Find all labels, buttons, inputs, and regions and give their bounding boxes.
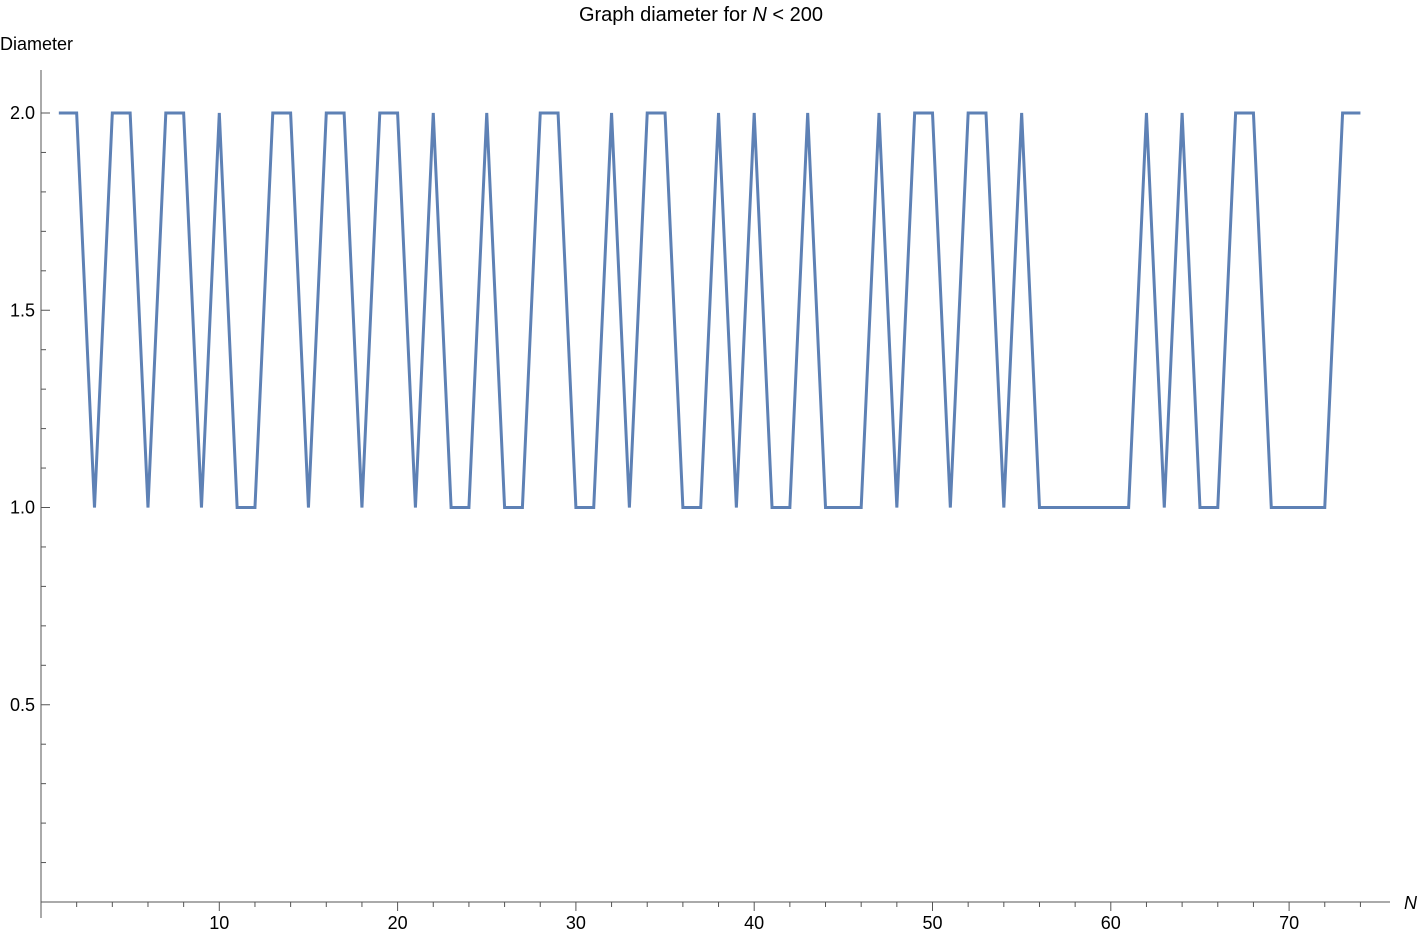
y-axis-title: Diameter [0, 34, 73, 54]
series-line-0 [58, 111, 1361, 509]
x-ticks: 10 20 30 40 50 60 70 [76, 902, 1361, 933]
y-tick-label: 0.5 [10, 695, 35, 715]
x-tick-label: 10 [209, 913, 229, 933]
y-tick-label: 2.0 [10, 103, 35, 123]
chart-title-variable: N [752, 4, 767, 26]
y-ticks: 0.5 1.0 1.5 2.0 [10, 103, 50, 864]
y-tick-label: 1.5 [10, 300, 35, 320]
x-tick-label: 20 [388, 913, 408, 933]
x-axis-title: N [1404, 893, 1418, 913]
x-tick-label: 50 [922, 913, 942, 933]
x-tick-label: 40 [744, 913, 764, 933]
x-tick-label: 60 [1101, 913, 1121, 933]
series-group [58, 111, 1361, 509]
x-tick-label: 70 [1279, 913, 1299, 933]
y-tick-label: 1.0 [10, 498, 35, 518]
x-tick-label: 30 [566, 913, 586, 933]
chart-title-prefix: Graph diameter for [579, 4, 752, 26]
chart-title-suffix: < 200 [767, 4, 823, 26]
chart-title: Graph diameter for N < 200 [579, 4, 823, 26]
